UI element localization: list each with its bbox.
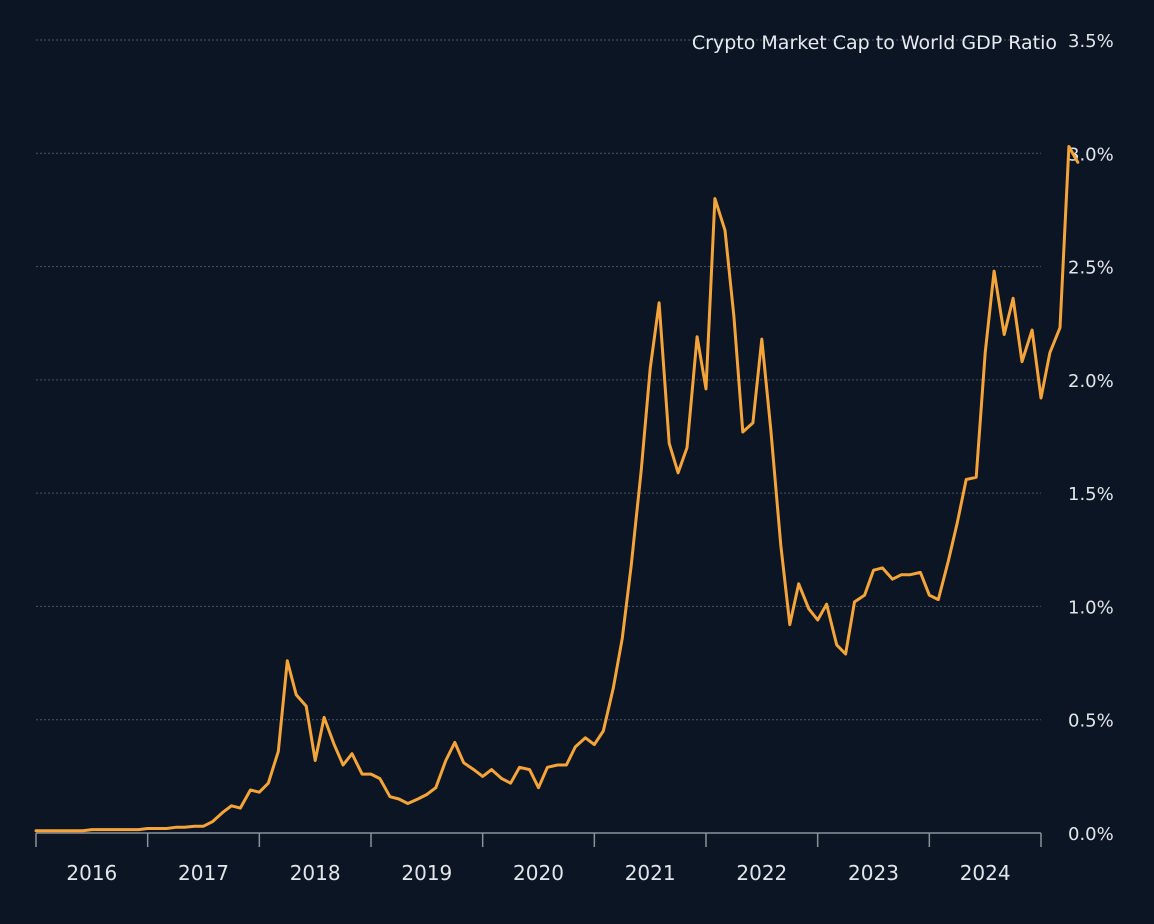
y-tick-label-4: 2.0% [1068,371,1114,392]
x-tick-label-5: 2021 [625,861,676,885]
x-tick-label-7: 2023 [848,861,899,885]
series-points-0 [36,146,1078,830]
y-tick-label-1: 0.5% [1068,711,1114,732]
x-tick-label-2: 2018 [290,861,341,885]
series-line-0 [34,145,1080,833]
x-tick-label-4: 2020 [513,861,564,885]
x-axis: 2016 2017 2018 2019 2020 2021 2022 2023 2024 [35,832,1042,885]
x-tick-label-6: 2022 [736,861,787,885]
x-tick-label-8: 2024 [960,861,1011,885]
chart-title: Crypto Market Cap to World GDP Ratio [692,32,1057,54]
y-tick-label-6: 3.0% [1068,144,1114,165]
gridlines [36,39,1041,721]
y-tick-label-0: 0.0% [1068,824,1114,845]
y-tick-label-2: 1.0% [1068,597,1114,618]
y-tick-label-7: 3.5% [1068,31,1114,52]
x-tick-label-0: 2016 [66,861,117,885]
y-axis-labels: 0.0% 0.5% 1.0% 1.5% 2.0% 2.5% 3.0% 3.5% [1068,31,1114,845]
y-tick-label-5: 2.5% [1068,258,1114,279]
x-tick-label-3: 2019 [401,861,452,885]
y-tick-label-3: 1.5% [1068,484,1114,505]
series-layer [34,145,1080,833]
x-tick-label-1: 2017 [178,861,229,885]
